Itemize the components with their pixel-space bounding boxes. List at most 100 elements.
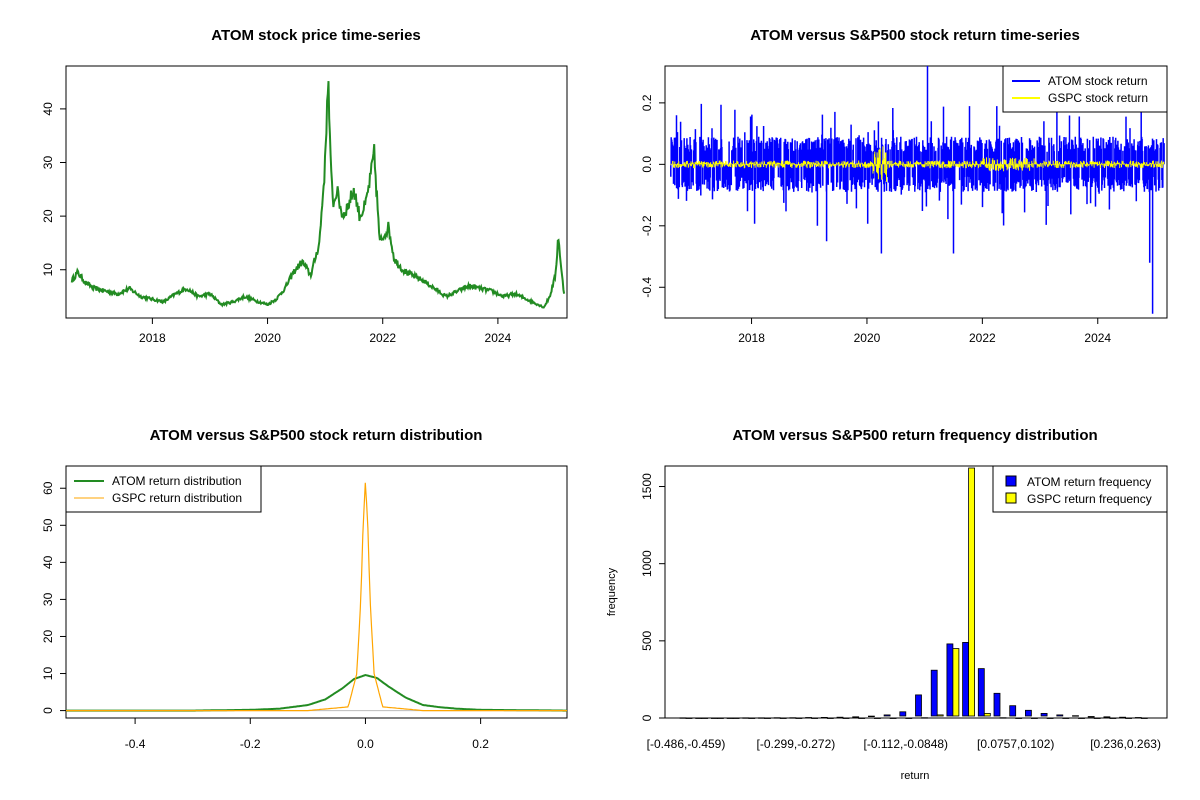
x-tick-label: -0.4	[125, 737, 146, 751]
x-tick-label: 0.0	[357, 737, 374, 751]
x-tick-label: 2024	[485, 331, 512, 345]
x-tick-label: [-0.486,-0.459)	[647, 737, 726, 751]
y-axis-label: frequency	[606, 567, 618, 616]
legend-label: GSPC stock return	[1048, 91, 1148, 105]
gspc-bar	[1109, 717, 1117, 719]
panel-density: ATOM versus S&P500 stock return distribu…	[41, 427, 568, 751]
gspc-bar	[968, 467, 975, 717]
gspc-bar	[748, 717, 756, 719]
y-tick-label: -0.4	[640, 277, 654, 298]
atom-bar	[1056, 714, 1064, 717]
gspc-bar	[1062, 717, 1070, 719]
atom-bar	[1009, 705, 1017, 717]
atom-bar	[899, 711, 907, 717]
gspc-bar	[826, 717, 834, 719]
atom-bar	[1040, 713, 1048, 717]
y-tick-label: 1000	[640, 550, 654, 577]
y-tick-label: 20	[41, 209, 55, 223]
y-tick-label: 0	[640, 714, 654, 721]
legend-box	[1002, 65, 1168, 113]
panel-returns: ATOM versus S&P500 stock return time-ser…	[640, 27, 1168, 345]
gspc-bar	[795, 717, 803, 719]
y-tick-label: 20	[41, 629, 55, 643]
atom-bar	[946, 643, 954, 717]
y-tick-label: 500	[640, 631, 654, 651]
legend-label: GSPC return frequency	[1027, 492, 1152, 506]
atom-bar	[726, 717, 734, 719]
atom-density-line	[66, 673, 567, 712]
x-tick-label: [0.236,0.263)	[1090, 737, 1161, 751]
y-tick-label: 60	[41, 481, 55, 495]
gspc-bar	[1125, 717, 1132, 719]
atom-bar	[1072, 715, 1079, 717]
price-line	[70, 81, 566, 309]
gspc-density-line	[66, 482, 567, 712]
y-tick-label: 10	[41, 667, 55, 681]
x-axis-label: return	[901, 770, 930, 782]
x-tick-label: 2024	[1084, 331, 1111, 345]
gspc-bar	[842, 717, 850, 719]
panel-price: ATOM stock price time-series 2018 2020 202…	[41, 27, 568, 345]
panel-histogram: ATOM versus S&P500 return frequency dist…	[606, 427, 1168, 782]
atom-bar	[852, 716, 860, 718]
atom-bar	[977, 668, 985, 717]
x-tick-label: -0.2	[240, 737, 261, 751]
legend-swatch	[1005, 475, 1017, 487]
y-tick-label: 50	[41, 518, 55, 532]
legend-label: GSPC return distribution	[112, 491, 242, 505]
y-tick-label: 0.0	[640, 156, 654, 173]
atom-bar	[1134, 717, 1142, 719]
gspc-bar	[921, 717, 928, 719]
atom-bar	[836, 716, 844, 719]
panel-title: ATOM versus S&P500 return frequency dist…	[732, 427, 1097, 444]
legend: ATOM stock return GSPC stock return	[1002, 65, 1168, 113]
panel-title: ATOM stock price time-series	[211, 27, 421, 44]
gspc-bar	[717, 717, 724, 719]
plot-frame	[664, 65, 1168, 319]
legend-label: ATOM return distribution	[112, 474, 242, 488]
x-tick-label: [-0.299,-0.272)	[757, 737, 836, 751]
x-tick-label: 0.2	[472, 737, 489, 751]
atom-bar	[930, 669, 938, 717]
gspc-bar	[811, 717, 818, 719]
gspc-bar	[732, 717, 740, 719]
x-tick-label: 2022	[969, 331, 996, 345]
legend-label: ATOM return frequency	[1027, 475, 1151, 489]
gspc-bar	[889, 717, 897, 719]
plot-frame	[65, 465, 568, 719]
x-tick-label: 2020	[854, 331, 881, 345]
atom-bar	[1025, 709, 1032, 717]
panel-title: ATOM versus S&P500 stock return distribu…	[150, 427, 483, 444]
atom-bar	[1087, 716, 1095, 718]
x-tick-label: 2020	[254, 331, 281, 345]
gspc-bar	[1078, 717, 1085, 719]
atom-bar	[1119, 716, 1126, 719]
atom-bar	[883, 714, 891, 717]
atom-bar	[805, 717, 812, 719]
gspc-bar	[905, 717, 913, 719]
legend-label: ATOM stock return	[1048, 74, 1148, 88]
legend: ATOM return frequency GSPC return freque…	[992, 465, 1168, 513]
y-tick-label: 40	[41, 555, 55, 569]
atom-bar	[962, 642, 969, 717]
atom-bar	[820, 717, 828, 719]
gspc-bar	[701, 717, 709, 719]
atom-bar	[773, 717, 781, 719]
gspc-bar	[999, 717, 1007, 719]
y-tick-label: 30	[41, 592, 55, 606]
gspc-bar	[1093, 717, 1101, 719]
gspc-bar	[779, 717, 787, 719]
atom-bar	[1103, 716, 1111, 718]
atom-bar	[695, 717, 703, 719]
plot-frame	[65, 65, 568, 319]
gspc-bar	[874, 717, 881, 719]
x-tick-label: 2018	[139, 331, 166, 345]
x-tick-label: 2022	[369, 331, 396, 345]
plot-frame	[664, 465, 1168, 719]
gspc-bar	[952, 648, 960, 717]
atom-bar	[742, 717, 750, 719]
y-tick-label: 30	[41, 156, 55, 170]
atom-bar	[679, 717, 687, 719]
x-tick-label: [0.0757,0.102)	[977, 737, 1054, 751]
gspc-bar	[764, 717, 771, 719]
